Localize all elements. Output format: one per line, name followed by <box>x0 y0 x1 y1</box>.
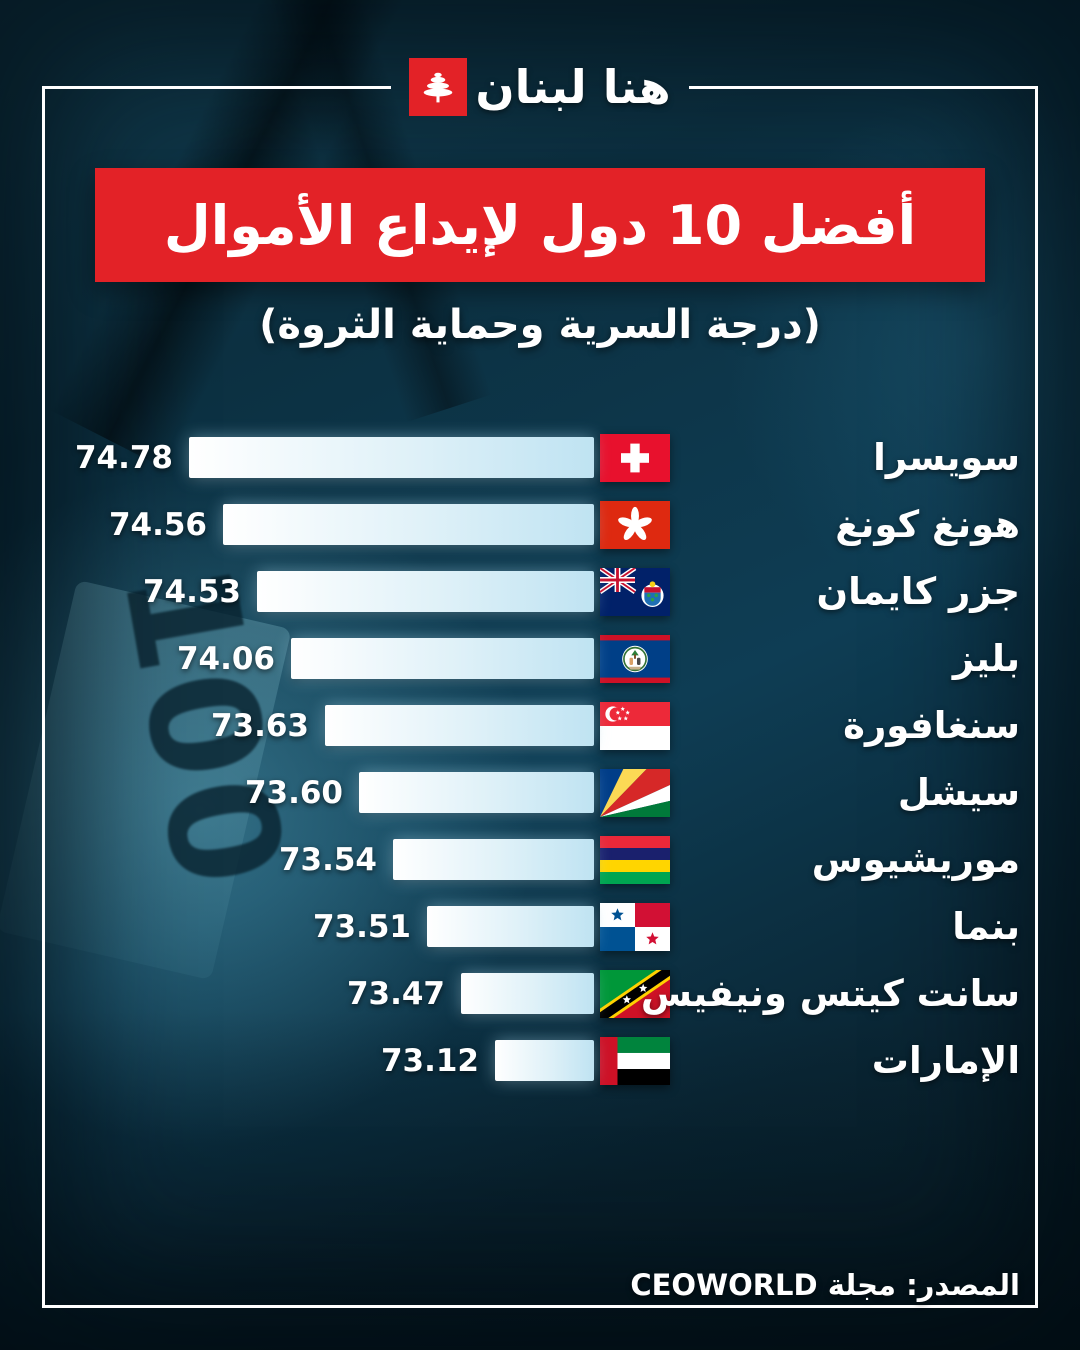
bar-area: 73.54 <box>60 826 598 893</box>
bar-area: 74.53 <box>60 558 598 625</box>
bar-area: 73.12 <box>60 1027 598 1094</box>
page-subtitle: (درجة السرية وحماية الثروة) <box>259 302 821 348</box>
value-label: 74.56 <box>108 506 207 543</box>
chart-row: موريشيوس 73.54 <box>60 826 1020 893</box>
chart-row: سنغافورة 73.63 <box>60 692 1020 759</box>
value-bar <box>359 772 594 813</box>
value-bar <box>461 973 594 1014</box>
value-bar <box>393 839 594 880</box>
bar-area: 74.06 <box>60 625 598 692</box>
chart-row: جزر كايمان 74.53 <box>60 558 1020 625</box>
country-label: سانت كيتس ونيفيس <box>640 972 1020 1015</box>
country-label: موريشيوس <box>811 838 1020 881</box>
frame-border-right <box>1035 86 1038 1308</box>
switzerland-flag-icon <box>600 433 670 482</box>
value-label: 73.54 <box>278 841 377 878</box>
seychelles-flag-icon <box>600 768 670 817</box>
cayman-islands-flag-icon <box>600 567 670 616</box>
chart-row: سويسرا 74.78 <box>60 424 1020 491</box>
value-label: 74.06 <box>176 640 275 677</box>
frame-border-bottom <box>42 1305 1038 1308</box>
frame-border-top-left <box>42 85 392 89</box>
bar-area: 74.56 <box>60 491 598 558</box>
value-bar <box>325 705 594 746</box>
panama-flag-icon <box>600 902 670 951</box>
top-bar: هنا لبنان <box>42 58 1039 116</box>
saint-kitts-nevis-flag-icon <box>600 969 670 1018</box>
belize-flag-icon <box>600 634 670 683</box>
chart-row: سيشل 73.60 <box>60 759 1020 826</box>
value-bar <box>189 437 594 478</box>
chart-row: بنما 73.51 <box>60 893 1020 960</box>
frame-border-left <box>42 86 45 1308</box>
bar-area: 73.60 <box>60 759 598 826</box>
country-label: هونغ كونغ <box>835 503 1020 546</box>
value-bar <box>495 1040 594 1081</box>
page-title: أفضل 10 دول لإيداع الأموال <box>163 193 917 257</box>
chart-row: هونغ كونغ 74.56 <box>60 491 1020 558</box>
singapore-flag-icon <box>600 701 670 750</box>
country-label: بنما <box>952 905 1020 948</box>
value-label: 73.63 <box>210 707 309 744</box>
value-bar <box>223 504 594 545</box>
country-label: بليز <box>952 637 1020 680</box>
chart-row: بليز 74.06 <box>60 625 1020 692</box>
brand-name: هنا لبنان <box>475 60 671 114</box>
country-label: سويسرا <box>873 436 1020 479</box>
country-label: جزر كايمان <box>816 570 1020 613</box>
title-banner: أفضل 10 دول لإيداع الأموال <box>95 168 985 282</box>
hong-kong-flag-icon <box>600 500 670 549</box>
country-label: سنغافورة <box>843 704 1020 747</box>
value-label: 73.51 <box>312 908 411 945</box>
value-bar <box>427 906 594 947</box>
value-label: 74.78 <box>74 439 173 476</box>
value-label: 73.12 <box>380 1042 479 1079</box>
value-label: 73.47 <box>346 975 445 1012</box>
country-label: الإمارات <box>871 1039 1020 1082</box>
bar-chart: سويسرا 74.78 هونغ كونغ 74.56 جزر كايمان 74.53… <box>60 424 1020 1094</box>
mauritius-flag-icon <box>600 835 670 884</box>
value-bar <box>291 638 594 679</box>
value-label: 74.53 <box>142 573 241 610</box>
lebanon-cedar-icon <box>409 58 468 116</box>
bar-area: 74.78 <box>60 424 598 491</box>
uae-flag-icon <box>600 1036 670 1085</box>
source-credit: المصدر: مجلة CEOWORLD <box>630 1268 1020 1302</box>
bar-area: 73.63 <box>60 692 598 759</box>
brand-logo: هنا لبنان <box>409 58 670 116</box>
bar-area: 73.51 <box>60 893 598 960</box>
value-label: 73.60 <box>244 774 343 811</box>
value-bar <box>257 571 594 612</box>
bar-area: 73.47 <box>60 960 598 1027</box>
frame-border-top-right <box>688 85 1039 89</box>
chart-row: سانت كيتس ونيفيس 73.47 <box>60 960 1020 1027</box>
country-label: سيشل <box>897 771 1020 814</box>
chart-row: الإمارات 73.12 <box>60 1027 1020 1094</box>
